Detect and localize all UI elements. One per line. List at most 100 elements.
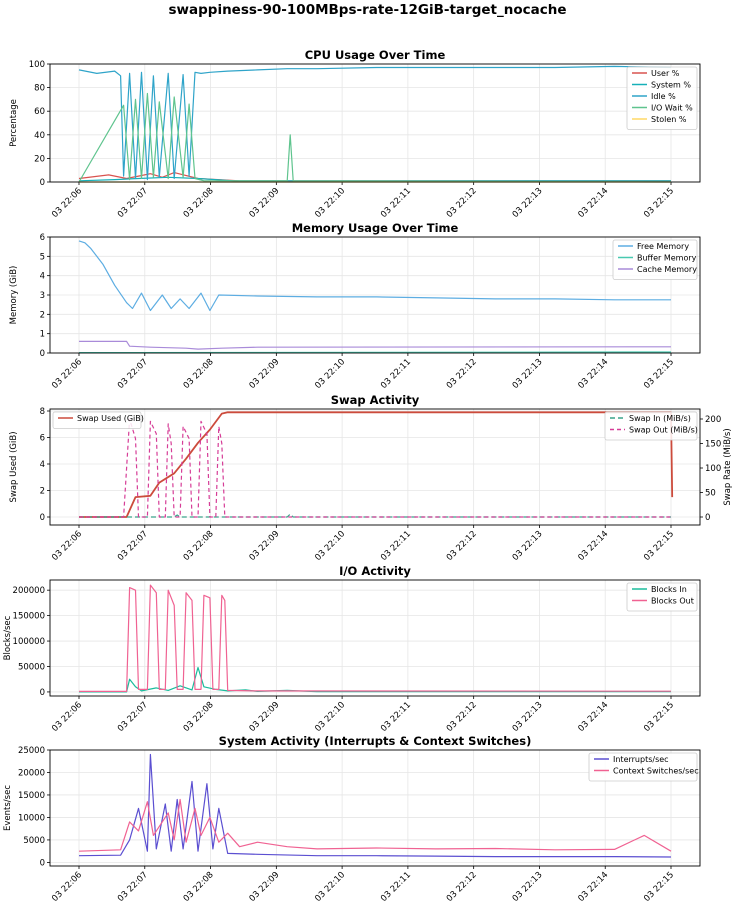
- x-tick-label: 03 22:14: [576, 186, 610, 220]
- x-tick-label: 03 22:13: [511, 870, 545, 904]
- legend-label: Swap In (MiB/s): [629, 414, 691, 423]
- x-tick-label: 03 22:09: [248, 700, 282, 734]
- legend: Free Memory Buffer Memory Cache Memory: [612, 239, 698, 280]
- x-tick-label: 03 22:11: [379, 700, 413, 734]
- x-tick-label: 03 22:06: [50, 700, 84, 734]
- legend-label: Idle %: [651, 92, 676, 101]
- y-axis-label: Events/sec: [3, 785, 13, 831]
- legend-box: [612, 239, 698, 280]
- series-line-swap-used-gib-: [79, 411, 674, 518]
- x-tick-label: 03 22:07: [116, 357, 150, 391]
- x-tick-label: 03 22:07: [116, 870, 150, 904]
- x-tick-label: 03 22:09: [248, 357, 282, 391]
- plot-frame: [49, 579, 701, 697]
- chart-panel-3: Swap Activity Swap Used (GiB) 0 2 4 6 8 0 50 100 1…: [9, 393, 733, 563]
- y2-tick-label: 150: [705, 440, 721, 450]
- legend-label: Stolen %: [651, 115, 687, 124]
- x-tick-label: 03 22:06: [50, 357, 84, 391]
- x-tick-label: 03 22:10: [313, 186, 347, 220]
- x-tick-label: 03 22:15: [642, 700, 676, 734]
- x-tick-label: 03 22:11: [379, 357, 413, 391]
- legend-box: [604, 411, 698, 441]
- x-tick-label: 03 22:11: [379, 870, 413, 904]
- y2-tick-label: 100: [705, 464, 721, 474]
- y-tick-label: 4: [40, 460, 45, 470]
- plot-frame: [49, 749, 701, 867]
- legend-label: Swap Out (MiB/s): [629, 426, 698, 435]
- y2-tick-label: 50: [705, 489, 716, 499]
- x-tick-label: 03 22:08: [182, 870, 216, 904]
- y-tick-label: 80: [34, 84, 45, 94]
- series-line-cache-memory: [79, 340, 672, 350]
- legend: Swap Used (GiB): [52, 411, 144, 429]
- y-tick-label: 40: [34, 131, 45, 141]
- y-axis-label: Blocks/sec: [3, 615, 13, 660]
- x-tick-label: 03 22:08: [182, 186, 216, 220]
- legend: User % System % Idle % I/O Wait % Stolen %: [626, 66, 698, 130]
- x-tick-label: 03 22:09: [248, 870, 282, 904]
- x-tick-label: 03 22:12: [445, 357, 479, 391]
- x-tick-label: 03 22:07: [116, 186, 150, 220]
- x-tick-label: 03 22:08: [182, 529, 216, 563]
- legend: Blocks In Blocks Out: [626, 582, 698, 612]
- x-tick-label: 03 22:06: [50, 870, 84, 904]
- x-tick-label: 03 22:13: [511, 700, 545, 734]
- y-tick-label: 5: [40, 252, 45, 262]
- x-tick-label: 03 22:08: [182, 357, 216, 391]
- y-tick-label: 15000: [18, 791, 45, 801]
- y-tick-label: 6: [40, 233, 45, 243]
- y-tick-label: 8: [40, 407, 45, 417]
- x-tick-label: 03 22:10: [313, 529, 347, 563]
- x-tick-label: 03 22:12: [445, 186, 479, 220]
- x-tick-label: 03 22:13: [511, 529, 545, 563]
- legend-label: Free Memory: [637, 242, 689, 251]
- legend-label: Blocks In: [651, 585, 687, 594]
- x-tick-label: 03 22:09: [248, 186, 282, 220]
- x-tick-label: 03 22:15: [642, 870, 676, 904]
- chart-panel-4: I/O Activity Blocks/sec 0 50000 100000 150000…: [3, 564, 701, 734]
- x-tick-label: 03 22:15: [642, 186, 676, 220]
- y-axis-label: Swap Used (GiB): [9, 431, 19, 502]
- series-line-blocks-out: [79, 584, 672, 692]
- legend-label: Interrupts/sec: [613, 755, 669, 764]
- x-tick-label: 03 22:14: [576, 357, 610, 391]
- x-tick-label: 03 22:06: [50, 529, 84, 563]
- y-tick-label: 2: [40, 487, 45, 497]
- y-tick-label: 20: [34, 154, 45, 164]
- legend-box: [52, 411, 142, 429]
- legend-label: System %: [651, 81, 691, 90]
- x-tick-label: 03 22:15: [642, 529, 676, 563]
- y-tick-label: 0: [40, 349, 45, 359]
- y-tick-label: 100: [29, 60, 45, 70]
- x-tick-label: 03 22:14: [576, 529, 610, 563]
- x-tick-label: 03 22:06: [50, 186, 84, 220]
- y-tick-label: 4: [40, 272, 45, 282]
- x-tick-label: 03 22:09: [248, 529, 282, 563]
- series-line-blocks-in: [79, 666, 671, 693]
- y-tick-label: 60: [34, 107, 45, 117]
- y-tick-label: 1: [40, 330, 45, 340]
- legend-label: Cache Memory: [637, 265, 697, 274]
- x-tick-label: 03 22:13: [511, 186, 545, 220]
- series-line-interrupts-sec: [78, 753, 672, 858]
- legend-label: Blocks Out: [651, 597, 694, 606]
- x-tick-label: 03 22:07: [116, 700, 150, 734]
- y-tick-label: 10000: [18, 813, 45, 823]
- y2-tick-label: 200: [705, 415, 721, 425]
- y2-axis-label: Swap Rate (MiB/s): [723, 428, 733, 505]
- y-tick-label: 150000: [13, 612, 45, 622]
- plot-frame: [49, 408, 701, 526]
- plot-frame: [49, 236, 701, 354]
- y-tick-label: 0: [40, 178, 45, 188]
- x-tick-label: 03 22:14: [576, 700, 610, 734]
- y-tick-label: 25000: [18, 746, 45, 756]
- legend: Swap In (MiB/s) Swap Out (MiB/s): [604, 411, 698, 441]
- y2-tick-label: 0: [705, 513, 710, 523]
- x-tick-label: 03 22:10: [313, 870, 347, 904]
- x-tick-label: 03 22:11: [379, 186, 413, 220]
- x-tick-label: 03 22:12: [445, 700, 479, 734]
- legend: Interrupts/sec Context Switches/sec: [588, 752, 699, 782]
- chart-title: System Activity (Interrupts & Context Sw…: [219, 734, 532, 748]
- legend-label: Buffer Memory: [637, 254, 697, 263]
